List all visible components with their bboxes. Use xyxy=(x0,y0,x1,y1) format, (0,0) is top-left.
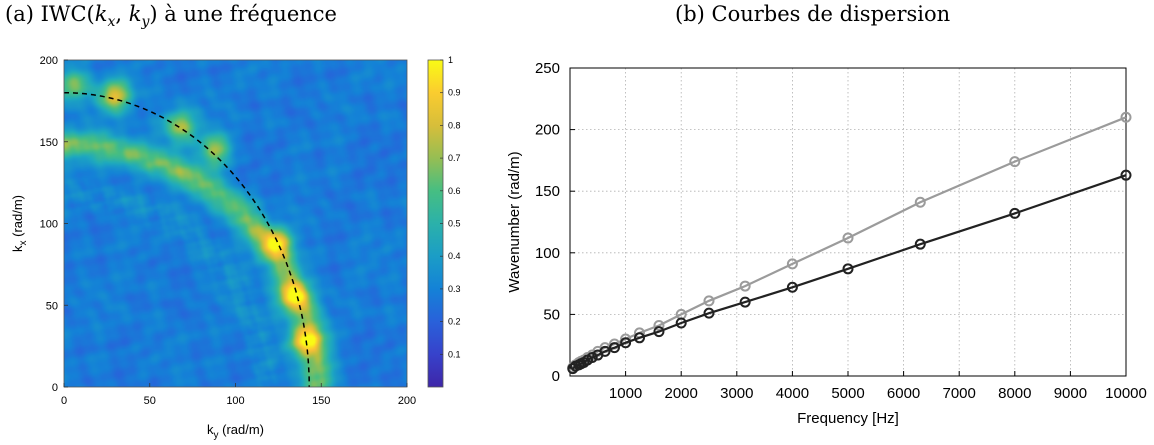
series-2-point xyxy=(675,317,687,329)
panel-a-title: (a) IWC(kx, ky) à une fréquence xyxy=(5,2,337,31)
dispersion-y-tick-label: 100 xyxy=(535,245,560,262)
colorbar-tick-label: 0.7 xyxy=(448,153,461,163)
colorbar-tick-label: 1 xyxy=(448,55,453,65)
series-2-point xyxy=(1120,169,1132,181)
series-2-point xyxy=(786,281,798,293)
panel-b-title: (b) Courbes de dispersion xyxy=(675,2,951,26)
heatmap-y-tick-label: 150 xyxy=(40,137,58,149)
colorbar-tick-label: 0.4 xyxy=(448,251,461,261)
dispersion-frame xyxy=(569,67,1127,377)
dispersion-y-tick-label: 250 xyxy=(535,60,560,77)
series-2-point xyxy=(914,238,926,250)
heatmap-x-tick-label: 200 xyxy=(398,395,416,407)
dispersion-y-tick-label: 0 xyxy=(552,368,560,385)
heatmap-x-tick-label: 0 xyxy=(61,395,67,407)
dispersion-y-tick-label: 200 xyxy=(535,122,560,139)
dispersion-y-tick-label: 50 xyxy=(543,306,560,323)
dashed-circle-overlay xyxy=(64,91,310,387)
colorbar-tick-label: 0.9 xyxy=(448,88,461,98)
series-2-point xyxy=(586,352,598,364)
series-2-point xyxy=(599,345,611,357)
heatmap-y-tick-label: 50 xyxy=(46,300,58,312)
dispersion-x-tick-label: 9000 xyxy=(1054,385,1087,402)
series-1-point xyxy=(703,295,715,307)
colorbar-tick-label: 0.1 xyxy=(448,349,461,359)
dispersion-x-tick-label: 8000 xyxy=(998,385,1031,402)
heatmap-x-tick-label: 150 xyxy=(312,395,330,407)
series-1-point xyxy=(739,280,751,292)
dispersion-y-tick-label: 150 xyxy=(535,183,560,200)
series-2-line xyxy=(572,174,1127,370)
colorbar-tick-label: 0.2 xyxy=(448,317,461,327)
colorbar-tick-label: 0.3 xyxy=(448,284,461,294)
series-2-point xyxy=(634,332,645,344)
heatmap-image xyxy=(64,60,407,387)
dispersion-x-tick-label: 4000 xyxy=(776,385,809,402)
series-1-point xyxy=(914,196,926,208)
heatmap-x-axis-label: ky (rad/m) xyxy=(207,422,264,441)
series-2-point xyxy=(739,296,751,308)
series-2-point xyxy=(620,337,632,349)
series-1-point xyxy=(653,319,665,331)
series-1-point xyxy=(1009,156,1021,168)
series-1-point xyxy=(842,232,854,244)
dispersion-y-axis-label: Wavenumber (rad/m) xyxy=(506,151,523,292)
heatmap-x-tick-label: 100 xyxy=(226,395,244,407)
heatmap-y-tick-label: 0 xyxy=(52,382,58,394)
heatmap-y-tick-label: 100 xyxy=(40,219,58,231)
dispersion-x-tick-label: 7000 xyxy=(943,385,976,402)
series-1-point xyxy=(786,258,798,270)
dispersion-x-tick-label: 6000 xyxy=(887,385,920,402)
dispersion-x-tick-label: 3000 xyxy=(720,385,753,402)
heatmap-y-tick-label: 200 xyxy=(40,55,58,67)
series-2-point xyxy=(842,263,854,275)
series-2-point xyxy=(1009,207,1021,219)
dispersion-x-tick-label: 2000 xyxy=(665,385,698,402)
series-1-point xyxy=(1120,111,1132,123)
heatmap-y-axis-label: kx (rad/m) xyxy=(10,195,29,252)
series-2-point xyxy=(703,307,715,319)
colorbar-tick-label: 0.8 xyxy=(448,120,461,130)
series-2-point xyxy=(608,342,620,354)
dispersion-x-tick-label: 10000 xyxy=(1105,385,1147,402)
series-2-point xyxy=(653,326,665,338)
dispersion-x-axis-label: Frequency [Hz] xyxy=(797,410,899,427)
colorbar-tick-label: 0.6 xyxy=(448,186,461,196)
dispersion-x-tick-label: 1000 xyxy=(609,385,642,402)
heatmap-x-tick-label: 50 xyxy=(144,395,156,407)
colorbar-tick-label: 0.5 xyxy=(448,219,461,229)
dispersion-x-tick-label: 5000 xyxy=(831,385,864,402)
